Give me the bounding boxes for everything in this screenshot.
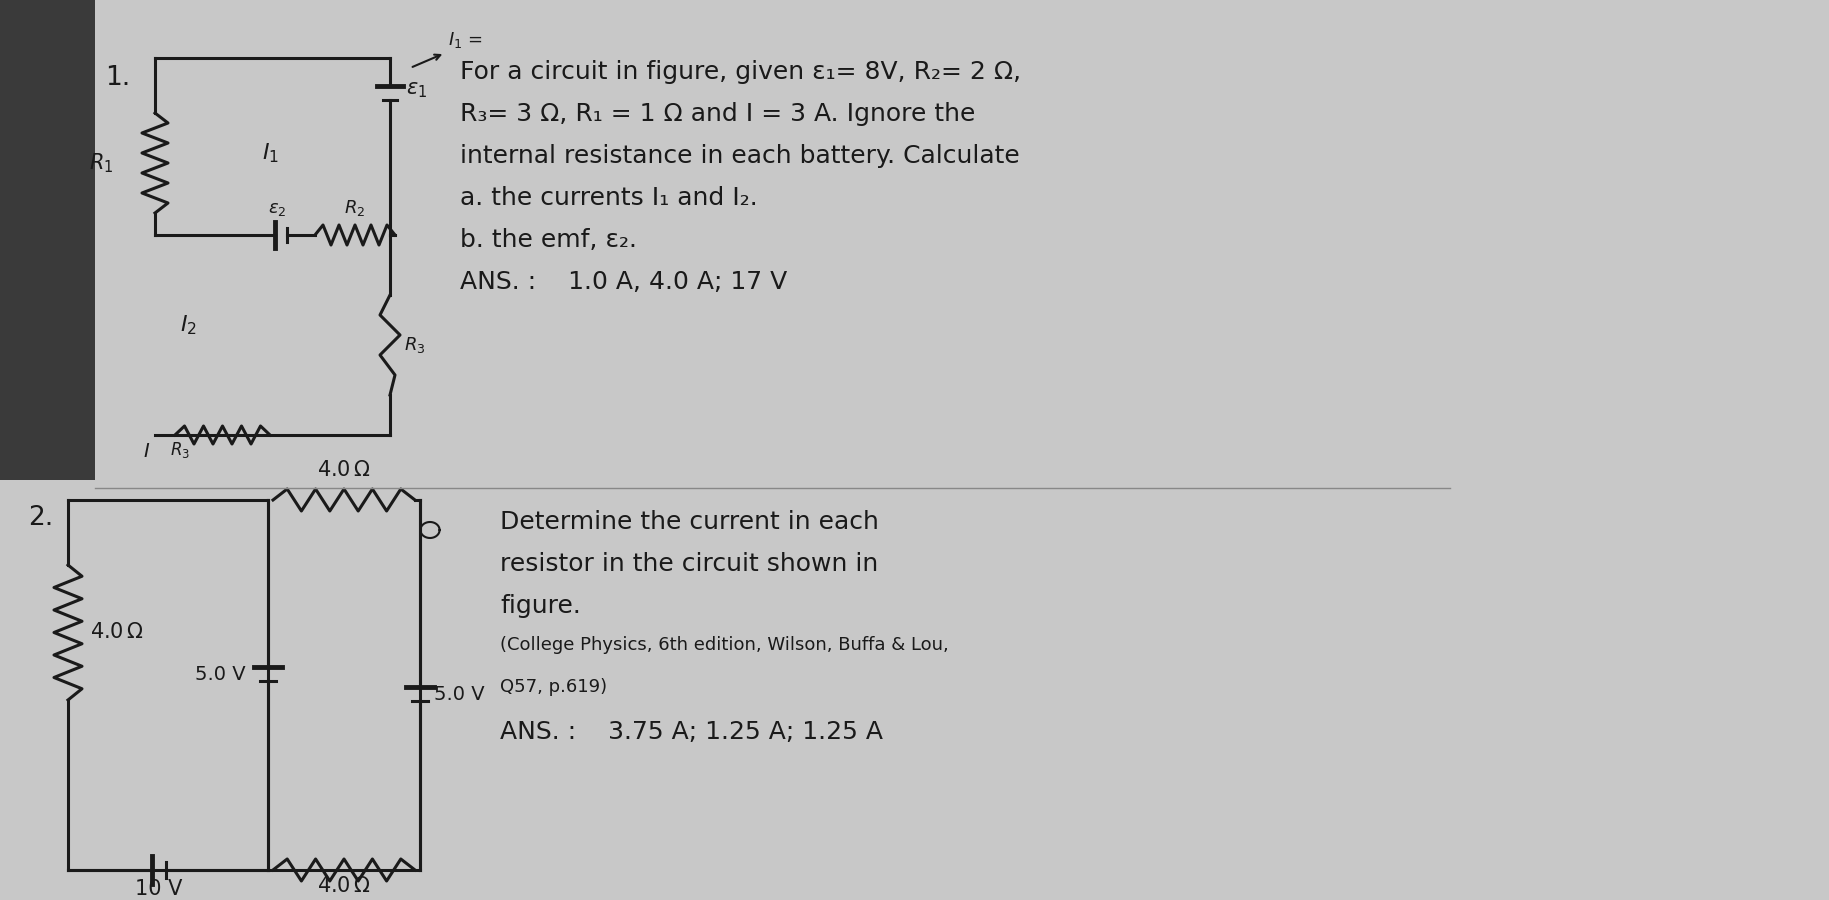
Text: $R_3$: $R_3$ <box>404 335 426 355</box>
Text: b. the emf, ε₂.: b. the emf, ε₂. <box>461 228 636 252</box>
Text: $4.0\,\Omega$: $4.0\,\Omega$ <box>90 623 144 643</box>
Text: ANS. :    3.75 A; 1.25 A; 1.25 A: ANS. : 3.75 A; 1.25 A; 1.25 A <box>499 720 883 744</box>
Text: $I_1$: $I_1$ <box>263 141 280 165</box>
Text: internal resistance in each battery. Calculate: internal resistance in each battery. Cal… <box>461 144 1021 168</box>
Text: $I_1$ =: $I_1$ = <box>448 30 483 50</box>
Text: ANS. :    1.0 A, 4.0 A; 17 V: ANS. : 1.0 A, 4.0 A; 17 V <box>461 270 786 294</box>
Text: $\varepsilon_2$: $\varepsilon_2$ <box>267 200 287 218</box>
Text: R₃= 3 Ω, R₁ = 1 Ω and I = 3 A. Ignore the: R₃= 3 Ω, R₁ = 1 Ω and I = 3 A. Ignore th… <box>461 102 975 126</box>
Text: $4.0\,\Omega$: $4.0\,\Omega$ <box>316 876 371 896</box>
Text: (College Physics, 6th edition, Wilson, Buffa & Lou,: (College Physics, 6th edition, Wilson, B… <box>499 636 949 654</box>
Text: Q57, p.619): Q57, p.619) <box>499 678 607 696</box>
Text: $4.0\,\Omega$: $4.0\,\Omega$ <box>316 460 371 480</box>
Text: $I_2$: $I_2$ <box>179 313 198 337</box>
Text: $R_3$: $R_3$ <box>170 440 190 460</box>
Text: 10 V: 10 V <box>135 879 183 899</box>
Text: a. the currents I₁ and I₂.: a. the currents I₁ and I₂. <box>461 186 757 210</box>
Text: $R_1$: $R_1$ <box>88 151 113 175</box>
Text: $I$: $I$ <box>143 442 150 461</box>
Text: 5.0 V: 5.0 V <box>194 664 245 683</box>
Text: $\varepsilon_1$: $\varepsilon_1$ <box>406 80 428 100</box>
Bar <box>0 0 95 480</box>
Text: resistor in the circuit shown in: resistor in the circuit shown in <box>499 552 878 576</box>
Text: 5.0 V: 5.0 V <box>433 685 485 704</box>
Text: $R_2$: $R_2$ <box>344 198 366 218</box>
Text: 2.: 2. <box>27 505 53 531</box>
Text: figure.: figure. <box>499 594 582 618</box>
Text: 1.: 1. <box>104 65 130 91</box>
Text: Determine the current in each: Determine the current in each <box>499 510 880 534</box>
Text: For a circuit in figure, given ε₁= 8V, R₂= 2 Ω,: For a circuit in figure, given ε₁= 8V, R… <box>461 60 1021 84</box>
